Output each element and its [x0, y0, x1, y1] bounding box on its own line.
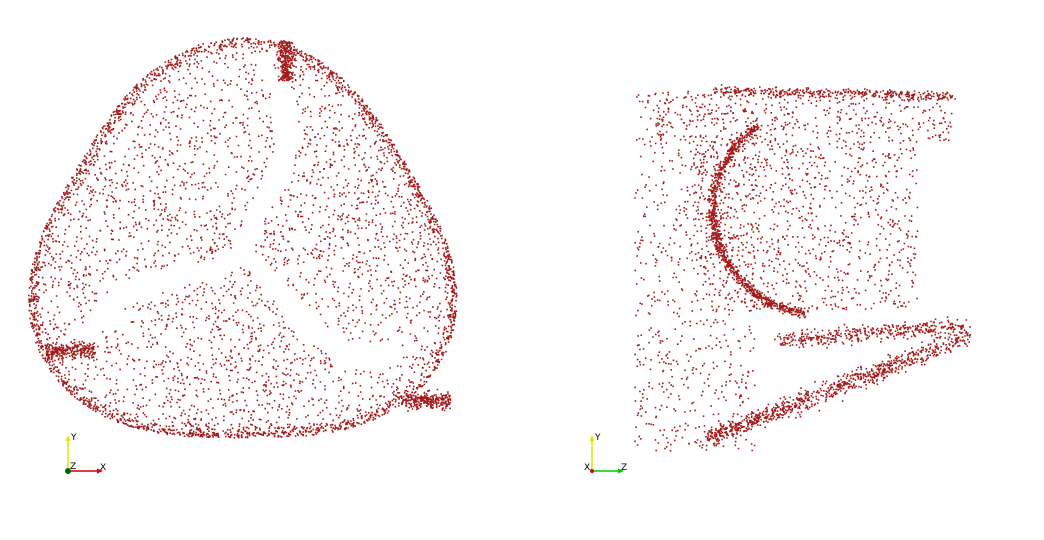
- z-axis-label: Z: [70, 462, 77, 472]
- point-cloud-points: [634, 84, 972, 452]
- point-cloud-front: [28, 37, 458, 439]
- viewport-front-view[interactable]: Y X Z: [0, 0, 522, 540]
- point-cloud-side: [634, 84, 972, 452]
- orientation-axes-left: Y X Z: [56, 430, 116, 480]
- z-axis-label: Z: [621, 463, 628, 473]
- x-axis-arrow: [97, 468, 103, 474]
- y-axis-arrow: [65, 435, 71, 441]
- viewport-side-view[interactable]: Y Z X: [522, 0, 1044, 540]
- x-axis-label: X: [584, 463, 591, 473]
- axes-triad-left: [65, 435, 103, 474]
- x-axis-origin: [590, 469, 594, 473]
- point-cloud-points: [28, 37, 458, 439]
- z-axis-origin: [65, 468, 71, 474]
- y-axis-label: Y: [71, 433, 77, 443]
- z-axis-arrow: [618, 468, 624, 474]
- axes-triad-right: [589, 435, 624, 474]
- y-axis-label: Y: [595, 433, 601, 443]
- y-axis-arrow: [589, 435, 595, 441]
- orientation-axes-right: Y Z X: [580, 430, 640, 480]
- x-axis-label: X: [100, 463, 107, 473]
